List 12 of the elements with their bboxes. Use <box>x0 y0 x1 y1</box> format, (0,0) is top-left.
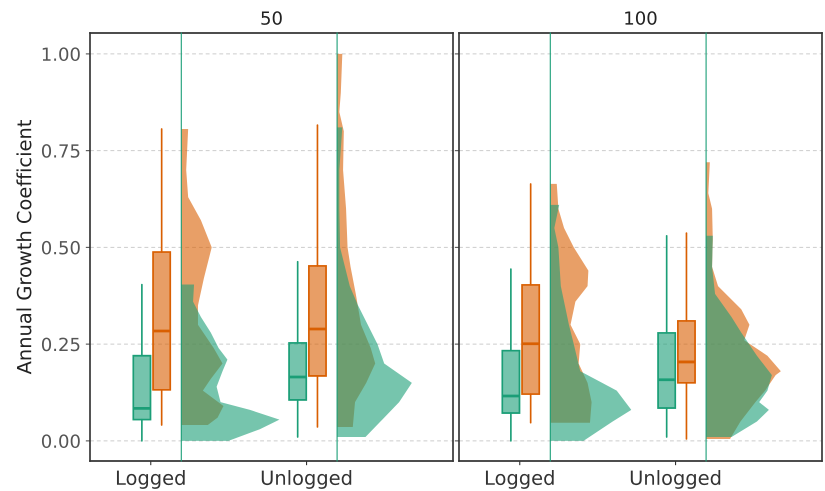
y-tick-label: 0.25 <box>42 338 80 352</box>
y-axis-title: Annual Growth Coefficient <box>16 120 32 374</box>
chart-title: 50 <box>261 11 282 25</box>
y-tick-label: 0.50 <box>42 240 80 255</box>
x-tick-label: Logged <box>486 470 554 489</box>
x-tick-label: Unlogged <box>262 470 352 489</box>
x-tick-label: Logged <box>116 470 185 489</box>
y-tick-label: 0.00 <box>42 434 80 448</box>
y-tick-label: 1.00 <box>42 47 80 62</box>
chart-title: 100 <box>625 11 657 25</box>
x-tick-label: Unlogged <box>630 470 720 489</box>
y-tick-label: 0.75 <box>42 144 80 158</box>
